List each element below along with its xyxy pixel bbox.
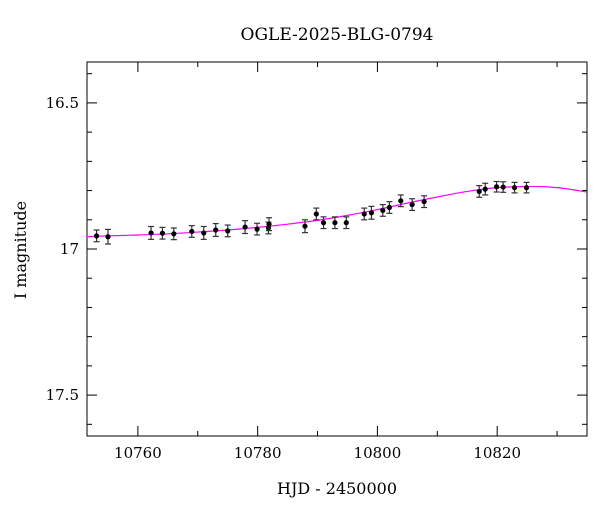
data-point: [386, 201, 393, 214]
data-point: [104, 228, 111, 245]
data-marker: [313, 211, 319, 217]
data-point: [361, 207, 368, 221]
data-marker: [493, 184, 500, 190]
data-marker: [386, 204, 392, 211]
data-marker: [332, 220, 338, 226]
x-tick-label: 10800: [354, 444, 402, 462]
y-axis-label: I magnitude: [11, 201, 30, 299]
data-point: [266, 217, 273, 232]
data-point: [200, 225, 207, 240]
data-marker: [368, 210, 375, 216]
data-marker: [398, 198, 404, 204]
data-point: [409, 198, 416, 212]
data-point: [476, 184, 483, 198]
data-point: [254, 222, 261, 236]
data-point: [500, 181, 507, 193]
data-point: [397, 194, 404, 208]
data-point: [212, 222, 219, 238]
data-point: [301, 219, 308, 234]
data-marker: [254, 226, 260, 232]
data-points: [93, 180, 530, 245]
data-marker: [242, 224, 248, 230]
data-marker: [148, 230, 154, 236]
data-point: [523, 181, 530, 194]
data-point: [148, 225, 155, 240]
data-marker: [105, 234, 111, 240]
data-point: [313, 207, 320, 221]
y-tick-label: 16.5: [46, 94, 79, 112]
data-marker: [302, 223, 308, 229]
data-marker: [500, 184, 506, 190]
data-point: [421, 195, 428, 209]
data-marker: [476, 188, 482, 195]
data-marker: [482, 186, 488, 192]
data-point: [224, 224, 231, 238]
chart-title: OGLE-2025-BLG-0794: [241, 25, 434, 45]
y-tick-label: 17: [60, 240, 79, 258]
data-point: [242, 220, 249, 235]
data-marker: [201, 230, 207, 236]
data-marker: [225, 228, 231, 234]
data-point: [482, 182, 489, 196]
data-point: [93, 229, 100, 243]
data-point: [159, 226, 166, 240]
data-marker: [343, 220, 349, 226]
data-marker: [189, 228, 195, 235]
y-tick-label: 17.5: [46, 386, 79, 404]
data-point: [343, 216, 350, 230]
data-point: [170, 227, 177, 241]
data-point: [368, 205, 375, 220]
data-point: [379, 203, 386, 217]
axis-ticks: [87, 62, 587, 436]
data-point: [320, 216, 327, 230]
data-point: [331, 216, 338, 230]
data-marker: [409, 201, 415, 208]
x-tick-label: 10780: [234, 444, 282, 462]
data-marker: [511, 185, 518, 191]
data-marker: [523, 185, 530, 191]
x-tick-label: 10820: [473, 444, 521, 462]
data-marker: [93, 233, 100, 239]
data-marker: [421, 199, 427, 205]
data-marker: [320, 220, 327, 226]
tick-labels: 10760 10780 10800 10820 16.5 17 17.5: [46, 94, 521, 462]
data-point: [493, 180, 500, 193]
data-marker: [361, 211, 367, 217]
data-marker: [171, 231, 177, 237]
x-tick-label: 10760: [114, 444, 162, 462]
data-marker: [159, 230, 166, 236]
x-axis-label: HJD - 2450000: [277, 479, 397, 498]
data-point: [188, 225, 195, 238]
data-marker: [266, 221, 272, 227]
data-point: [511, 181, 518, 194]
plot-frame: [86, 61, 588, 437]
data-marker: [213, 227, 219, 233]
data-marker: [380, 207, 386, 214]
